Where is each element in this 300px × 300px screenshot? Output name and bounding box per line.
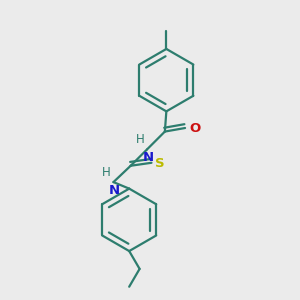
Text: O: O	[189, 122, 200, 135]
Text: H: H	[136, 134, 145, 146]
Text: N: N	[142, 151, 154, 164]
Text: S: S	[155, 157, 165, 170]
Text: N: N	[109, 184, 120, 196]
Text: H: H	[102, 166, 111, 179]
